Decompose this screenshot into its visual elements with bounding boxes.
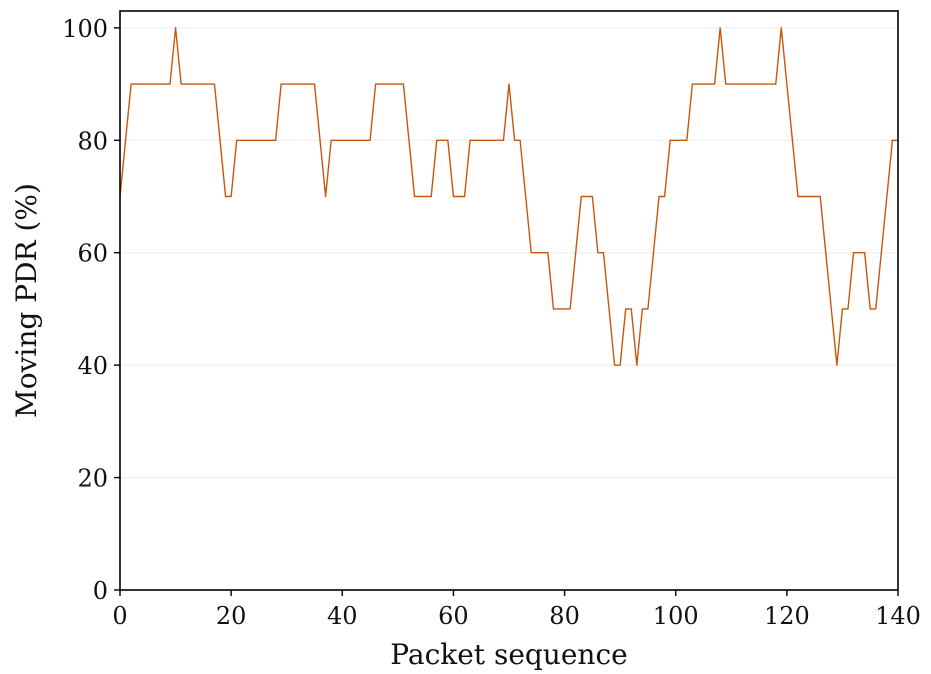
grid-lines	[120, 27, 898, 479]
y-tick-label: 80	[77, 127, 108, 155]
x-tick-label: 120	[764, 602, 810, 630]
y-axis-label: Moving PDR (%)	[10, 183, 43, 418]
x-axis-label: Packet sequence	[390, 638, 627, 671]
x-axis-ticks: 0 20 40 60 80 100 120 140	[112, 590, 921, 630]
y-tick-label: 100	[62, 15, 108, 43]
x-tick-label: 40	[327, 602, 358, 630]
series-line	[119, 27, 898, 366]
y-tick-label: 0	[93, 577, 108, 605]
x-tick-label: 80	[549, 602, 580, 630]
y-axis-ticks: 0 20 40 60 80 100	[62, 15, 120, 605]
y-tick-label: 20	[77, 465, 108, 493]
x-tick-label: 20	[216, 602, 247, 630]
x-tick-label: 100	[653, 602, 699, 630]
plot-frame	[119, 10, 899, 591]
y-tick-label: 40	[77, 352, 108, 380]
y-tick-label: 60	[77, 240, 108, 268]
x-tick-label: 140	[875, 602, 921, 630]
x-tick-label: 60	[438, 602, 469, 630]
x-tick-label: 0	[112, 602, 127, 630]
